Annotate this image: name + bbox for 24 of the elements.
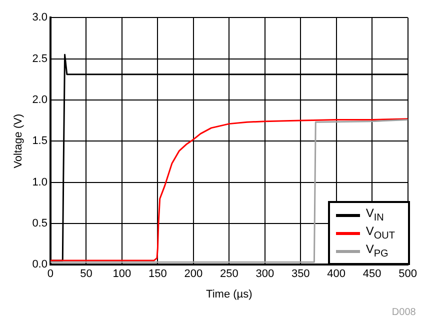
y-axis-title: Voltage (V)	[12, 114, 25, 168]
y-tick-label: 1.5	[32, 135, 48, 148]
text: D008	[392, 306, 416, 318]
x-axis-title: Time (µs)	[206, 288, 252, 300]
x-tick-label: 500	[398, 268, 418, 280]
y-tick-label: 0.0	[32, 258, 48, 271]
x-tick-label: 450	[362, 268, 382, 280]
x-tick-label: 300	[256, 268, 274, 280]
y-tick-label: 0.5	[32, 217, 48, 230]
x-tick-label: 400	[327, 268, 346, 280]
legend-label: V$_{OUT}$	[366, 224, 395, 244]
y-tick-label: 2.5	[32, 52, 48, 65]
y-tick-label: 2.0	[32, 94, 48, 106]
x-tick-label: 100	[112, 268, 132, 280]
x-tick-label: 200	[184, 268, 203, 280]
x-tick-label: 250	[220, 268, 238, 280]
y-tick-label: 1.0	[32, 176, 48, 188]
y-tick-label: 3.0	[32, 12, 48, 24]
x-tick-label: 150	[148, 268, 167, 280]
x-tick-label: 50	[80, 268, 92, 280]
x-tick-label: 0	[47, 268, 54, 280]
legend-label: V$_{IN}$	[366, 206, 384, 226]
legend-label: V$_{PG}$	[366, 242, 388, 262]
x-tick-label: 350	[291, 268, 310, 280]
